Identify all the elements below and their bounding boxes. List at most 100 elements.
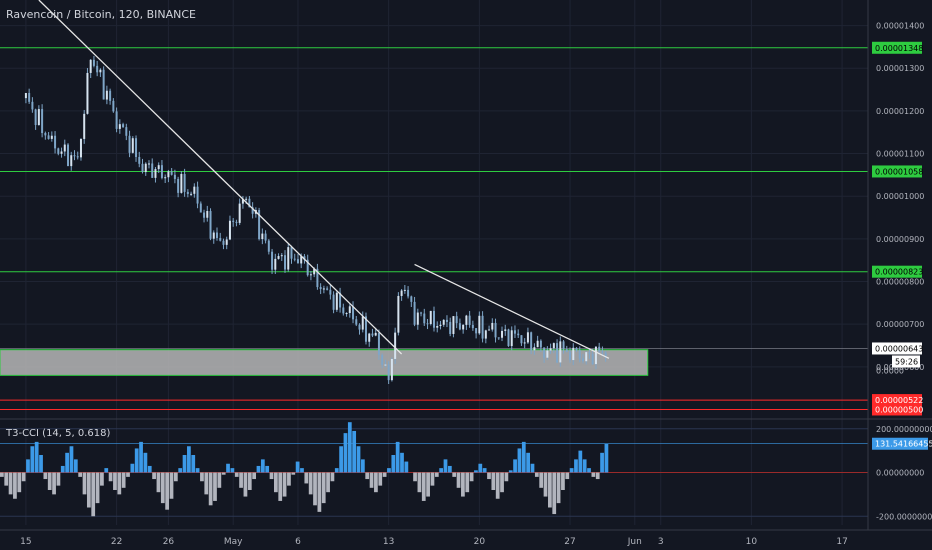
level-price-label: 0.00000823 <box>875 268 923 277</box>
cci-bar-negative <box>552 472 557 515</box>
candle-body <box>507 329 510 347</box>
candle-body <box>147 163 150 165</box>
candle-body <box>604 352 607 358</box>
candle-body <box>177 178 180 193</box>
candle-body <box>494 322 497 338</box>
cci-bar-positive <box>256 465 261 473</box>
cci-bar-positive <box>295 461 300 473</box>
candle-body <box>183 173 186 192</box>
price-tick-label: 0.00000700 <box>876 320 924 329</box>
candle-body <box>601 351 604 353</box>
cci-bar-positive <box>517 448 522 473</box>
cci-bar-negative <box>591 472 596 477</box>
cci-bar-negative <box>239 472 243 488</box>
countdown-label: 59:26 <box>895 357 918 366</box>
candle-body <box>345 313 348 315</box>
candle-body <box>57 148 60 154</box>
cci-bar-negative <box>539 472 544 488</box>
cci-bar-negative <box>308 472 313 495</box>
candle-body <box>533 347 536 351</box>
candle-body <box>420 312 423 314</box>
candle-body <box>475 328 478 334</box>
candle-body <box>271 251 274 270</box>
candle-body <box>28 92 31 102</box>
candle-body <box>44 133 47 136</box>
cci-bar-positive <box>130 463 135 473</box>
candle-body <box>180 173 183 193</box>
candle-body <box>488 329 491 331</box>
candle-body <box>394 332 397 359</box>
cci-bar-positive <box>387 468 391 473</box>
candle-body <box>426 323 429 325</box>
candle-body <box>361 316 364 330</box>
candle-body <box>261 233 264 240</box>
candle-body <box>225 239 228 245</box>
candle-body <box>67 144 70 167</box>
cci-bar-negative <box>369 472 374 488</box>
cci-bar-positive <box>578 450 583 473</box>
candle-body <box>384 364 387 366</box>
cci-bar-positive <box>178 468 183 473</box>
time-tick-label: 3 <box>658 537 664 547</box>
cci-bar-negative <box>269 472 274 480</box>
cci-bar-negative <box>52 472 56 495</box>
cci-bar-negative <box>461 472 465 497</box>
candle-body <box>413 301 416 325</box>
level-price-badge <box>872 265 922 278</box>
cci-bar-negative <box>500 472 504 493</box>
candle-body <box>196 186 199 204</box>
candle-body <box>442 319 445 325</box>
cci-bar-negative <box>56 472 61 486</box>
cci-bar-negative <box>217 472 222 488</box>
candle-body <box>355 319 358 325</box>
candle-body <box>403 289 406 291</box>
candle-body <box>407 289 410 297</box>
price-tick-label: 0.00001400 <box>876 22 924 31</box>
cci-bar-positive <box>139 441 143 473</box>
candle-body <box>241 199 244 204</box>
cci-bar-positive <box>352 430 357 473</box>
candle-body <box>83 113 86 139</box>
cci-bar-negative <box>417 472 422 493</box>
candle-body <box>193 186 196 194</box>
candle-body <box>135 138 138 157</box>
cci-bar-negative <box>204 472 209 495</box>
candle-body <box>332 294 335 310</box>
cci-bar-positive <box>226 463 230 473</box>
candle-body <box>556 343 559 363</box>
cci-bar-negative <box>434 472 439 477</box>
cci-bar-positive <box>343 433 348 473</box>
candle-body <box>277 256 280 259</box>
candle-body <box>290 247 293 259</box>
candle-body <box>238 203 241 223</box>
candle-body <box>504 329 507 331</box>
candle-body <box>41 109 44 134</box>
cci-bar-negative <box>561 472 565 490</box>
cci-bar-positive <box>530 463 535 473</box>
trendline <box>38 0 403 355</box>
support-zone-layer <box>0 349 649 376</box>
level-price-label: 0.00001058 <box>875 167 923 176</box>
candle-body <box>319 287 322 289</box>
candle-body <box>588 352 591 354</box>
candle-body <box>73 155 76 157</box>
candle-body <box>303 256 306 260</box>
cci-bar-negative <box>43 472 48 480</box>
candles-layer <box>24 55 607 385</box>
cci-bar-negative <box>91 472 96 517</box>
candle-body <box>326 288 329 290</box>
cci-bar-negative <box>282 472 287 497</box>
support-zone-box <box>0 349 649 376</box>
cci-bar-negative <box>221 472 226 475</box>
cci-tick-label: -200.00000000 <box>876 512 932 521</box>
cci-bar-positive <box>147 465 152 473</box>
candle-body <box>251 207 254 214</box>
candle-body <box>510 330 513 347</box>
candle-body <box>280 255 283 257</box>
cci-bar-positive <box>400 452 404 473</box>
price-tick-label: 0.00001000 <box>876 192 924 201</box>
candle-body <box>306 259 309 276</box>
cci-bar-positive <box>521 441 526 473</box>
cci-bar-positive <box>143 452 148 473</box>
